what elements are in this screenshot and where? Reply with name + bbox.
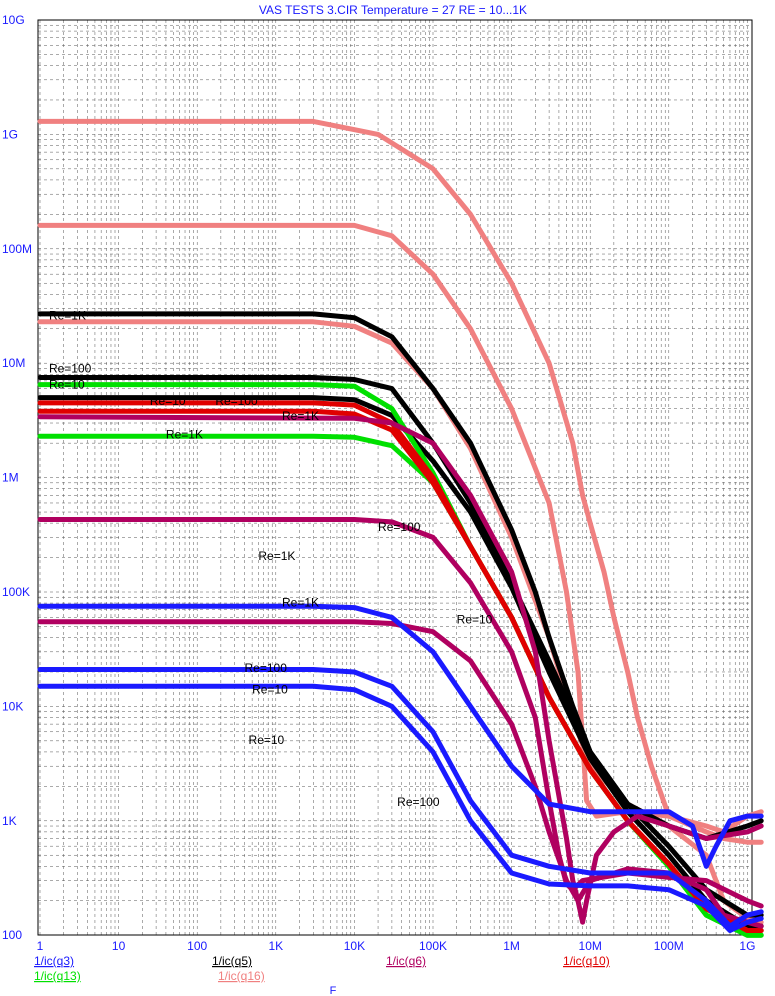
series-line-13 xyxy=(37,619,764,925)
x-tick-label: 10 xyxy=(112,939,126,953)
series-line-15 xyxy=(37,667,764,929)
series-line-16 xyxy=(37,683,764,933)
annotation-label: Re=100 xyxy=(378,520,421,534)
legend-entry: 1/ic(q10) xyxy=(563,954,610,968)
grid xyxy=(38,20,752,935)
x-tick-label: 10M xyxy=(579,939,602,953)
y-tick-label: 1M xyxy=(2,471,19,485)
legend-entry: 1/ic(q5) xyxy=(212,954,252,968)
y-tick-label: 100M xyxy=(2,242,32,256)
x-tick-label: 10K xyxy=(344,939,365,953)
series-line-4 xyxy=(37,311,764,841)
annotation-label: Re=1K xyxy=(166,427,203,441)
y-tick-label: 100 xyxy=(2,928,22,942)
annotation-label: Re=10 xyxy=(150,394,186,408)
y-tick-label: 100K xyxy=(2,585,30,599)
x-tick-label: 100 xyxy=(187,939,207,953)
x-tick-label: 1G xyxy=(739,939,755,953)
annotation-label: Re=10 xyxy=(49,378,85,392)
tick-labels: 1 10 100 1K 10K 100K 1M 10M 100M 1G 10G 1G 100M 10M 1M… xyxy=(2,13,755,953)
x-axis-label: F xyxy=(330,985,337,996)
series-line-2 xyxy=(37,222,764,835)
annotation-label: Re=100 xyxy=(49,361,92,375)
series-group xyxy=(37,118,764,938)
chart-title: VAS TESTS 3.CIR Temperature = 27 RE = 10… xyxy=(259,3,527,17)
x-tick-label: 1 xyxy=(37,939,44,953)
legend-entry: 1/ic(q13) xyxy=(34,969,81,983)
y-tick-label: 1K xyxy=(2,814,17,828)
x-tick-label: 100K xyxy=(419,939,447,953)
annotations: Re=1K Re=100 Re=10 Re=10 Re=100 Re=1K Re=1K Re=… xyxy=(49,309,493,809)
legend: 1/ic(q3) 1/ic(q5) 1/ic(q6) 1/ic(q10) 1/ic(q1… xyxy=(34,954,610,983)
y-tick-label: 1G xyxy=(2,127,18,141)
series-line-1 xyxy=(37,118,764,845)
series-line-7 xyxy=(37,382,764,938)
legend-entry: 1/ic(q16) xyxy=(218,969,265,983)
annotation-label: Re=1K xyxy=(258,549,295,563)
x-tick-label: 1K xyxy=(268,939,283,953)
plot-frame xyxy=(37,19,753,936)
annotation-label: Re=100 xyxy=(245,661,288,675)
legend-entry: 1/ic(q6) xyxy=(386,954,426,968)
annotation-label: Re=10 xyxy=(457,613,493,627)
annotation-label: Re=10 xyxy=(249,733,285,747)
annotation-label: Re=100 xyxy=(215,394,258,408)
legend-entry: 1/ic(q3) xyxy=(34,954,74,968)
annotation-label: Re=1K xyxy=(282,595,319,609)
series-line-11 xyxy=(37,414,764,929)
annotation-label: Re=1K xyxy=(49,309,86,323)
series-line-5 xyxy=(37,375,764,918)
y-tick-label: 10G xyxy=(2,13,25,27)
y-tick-label: 10M xyxy=(2,356,25,370)
series-line-14 xyxy=(37,603,764,869)
annotation-label: Re=10 xyxy=(252,682,288,696)
x-tick-label: 100M xyxy=(654,939,684,953)
y-tick-label: 10K xyxy=(2,699,23,713)
annotation-label: Re=100 xyxy=(397,795,440,809)
annotation-label: Re=1K xyxy=(282,409,319,423)
x-tick-label: 1M xyxy=(503,939,520,953)
